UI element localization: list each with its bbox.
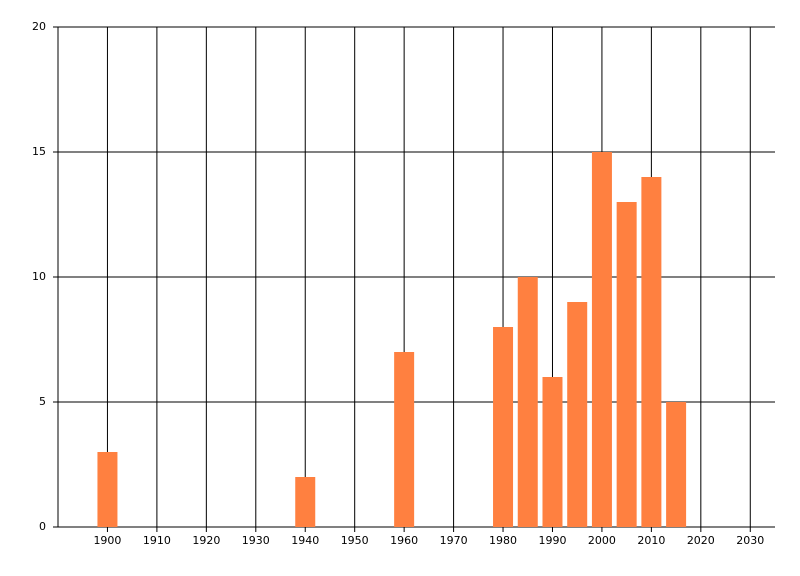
x-tick-label: 1950 bbox=[341, 534, 369, 547]
bar bbox=[567, 302, 588, 527]
x-tick-label: 1930 bbox=[242, 534, 270, 547]
x-tick-label: 1910 bbox=[143, 534, 171, 547]
bar bbox=[591, 152, 612, 527]
x-tick-label: 2020 bbox=[687, 534, 715, 547]
y-tick-label: 0 bbox=[39, 520, 46, 533]
x-tick-label: 1940 bbox=[291, 534, 319, 547]
bar bbox=[616, 202, 637, 527]
bar bbox=[666, 402, 687, 527]
bar bbox=[493, 327, 514, 527]
x-tick-label: 1960 bbox=[390, 534, 418, 547]
bar bbox=[97, 452, 118, 527]
x-tick-label: 2000 bbox=[588, 534, 616, 547]
y-tick-label: 15 bbox=[32, 145, 46, 158]
bar bbox=[542, 377, 563, 527]
bar bbox=[295, 477, 316, 527]
x-tick-label: 1920 bbox=[192, 534, 220, 547]
x-tick-label: 2030 bbox=[736, 534, 764, 547]
x-tick-label: 2010 bbox=[637, 534, 665, 547]
y-tick-label: 5 bbox=[39, 395, 46, 408]
bar bbox=[517, 277, 538, 527]
bar bbox=[641, 177, 662, 527]
x-tick-label: 1980 bbox=[489, 534, 517, 547]
x-tick-label: 1900 bbox=[93, 534, 121, 547]
bar bbox=[394, 352, 415, 527]
y-tick-label: 20 bbox=[32, 20, 46, 33]
y-tick-label: 10 bbox=[32, 270, 46, 283]
x-tick-label: 1990 bbox=[538, 534, 566, 547]
x-tick-label: 1970 bbox=[440, 534, 468, 547]
